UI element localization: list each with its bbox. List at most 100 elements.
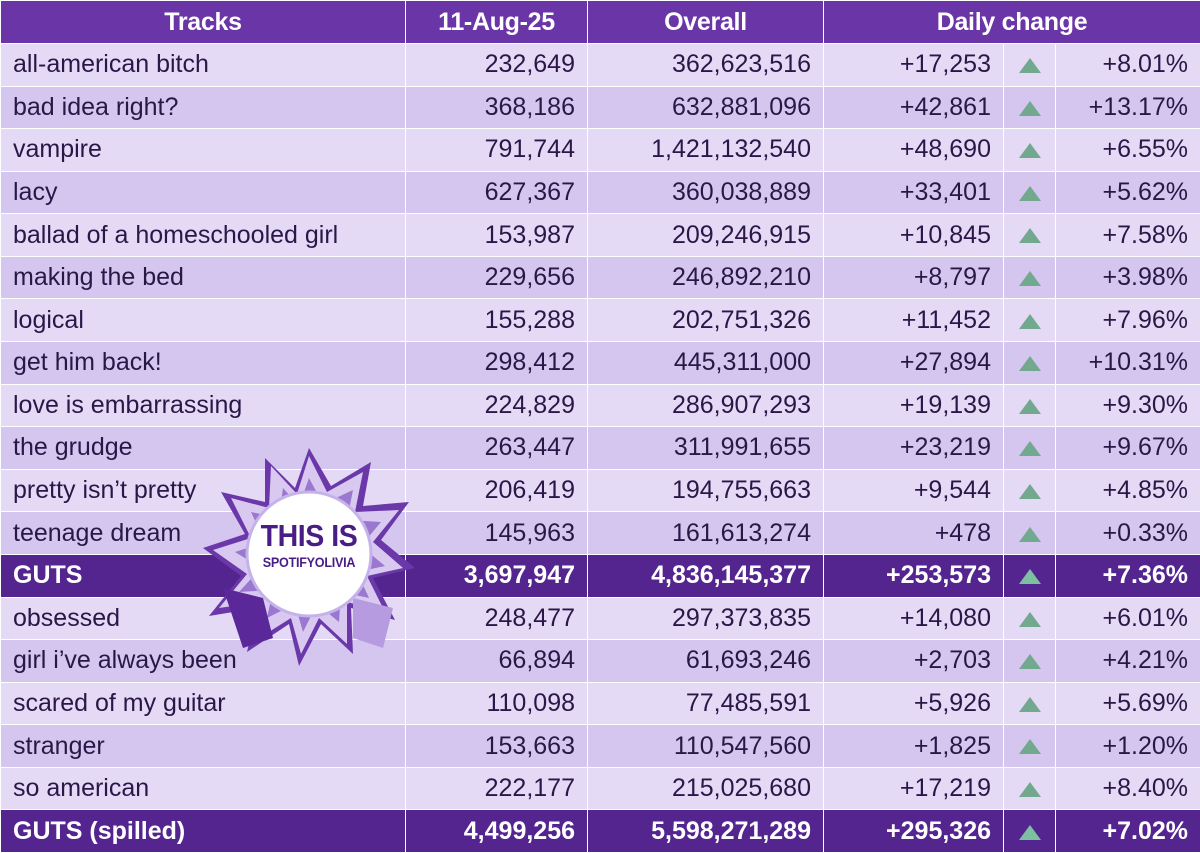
track-row: stranger 153,663 110,547,560 +1,825 +1.20% — [0, 724, 1200, 768]
daily-change-percent: +7.36% — [1054, 553, 1200, 598]
track-row: love is embarrassing 224,829 286,907,293 +1… — [0, 383, 1200, 428]
daily-change: +17,253 — [823, 43, 1004, 87]
overall-streams: 5,598,271,289 — [587, 809, 824, 853]
overall-streams: 4,836,145,377 — [587, 553, 824, 598]
up-triangle-icon — [1018, 569, 1041, 585]
track-row: ballad of a homeschooled girl 153,987 209,… — [0, 213, 1200, 257]
up-arrow-cell — [1003, 596, 1056, 641]
track-row: bad idea right? 368,186 632,881,096 +42,861… — [0, 85, 1200, 130]
track-name: pretty isn’t pretty — [0, 468, 406, 513]
overall-streams: 445,311,000 — [587, 341, 824, 385]
track-row: obsessed 248,477 297,373,835 +14,080 +6.01% — [0, 596, 1200, 641]
up-triangle-icon — [1018, 100, 1041, 116]
overall-streams: 161,613,274 — [587, 511, 824, 555]
track-name: logical — [0, 298, 406, 343]
up-arrow-cell — [1003, 85, 1056, 130]
daily-change: +2,703 — [823, 639, 1004, 683]
daily-change: +8,797 — [823, 255, 1004, 300]
up-triangle-icon — [1018, 143, 1041, 159]
daily-change: +11,452 — [823, 298, 1004, 343]
track-row: logical 155,288 202,751,326 +11,452 +7.96% — [0, 298, 1200, 343]
daily-streams: 232,649 — [405, 43, 588, 87]
up-arrow-cell — [1003, 341, 1056, 385]
header-daily-change: Daily change — [822, 0, 1200, 44]
daily-streams: 153,987 — [405, 213, 588, 257]
daily-change: +478 — [823, 511, 1004, 555]
up-triangle-icon — [1018, 611, 1041, 627]
daily-change: +5,926 — [823, 681, 1004, 726]
daily-streams: 298,412 — [405, 341, 588, 385]
up-triangle-icon — [1018, 271, 1041, 287]
up-triangle-icon — [1018, 526, 1041, 542]
track-row: girl i’ve always been 66,894 61,693,246 +2,… — [0, 639, 1200, 683]
track-name: obsessed — [0, 596, 406, 641]
daily-change-percent: +6.55% — [1054, 128, 1200, 172]
daily-streams: 222,177 — [405, 766, 588, 811]
daily-change-percent: +8.40% — [1054, 766, 1200, 811]
track-name: GUTS — [0, 553, 406, 598]
track-row: get him back! 298,412 445,311,000 +27,894 +1… — [0, 341, 1200, 385]
daily-streams: 627,367 — [405, 170, 588, 215]
daily-streams: 791,744 — [405, 128, 588, 172]
daily-change: +17,219 — [823, 766, 1004, 811]
track-row: scared of my guitar 110,098 77,485,591 +5,9… — [0, 681, 1200, 726]
up-arrow-cell — [1003, 809, 1056, 853]
daily-change-percent: +7.58% — [1054, 213, 1200, 257]
daily-change: +253,573 — [823, 553, 1004, 598]
overall-streams: 77,485,591 — [587, 681, 824, 726]
up-triangle-icon — [1018, 696, 1041, 712]
up-arrow-cell — [1003, 468, 1056, 513]
overall-streams: 297,373,835 — [587, 596, 824, 641]
daily-streams: 4,499,256 — [405, 809, 588, 853]
daily-change-percent: +3.98% — [1054, 255, 1200, 300]
overall-streams: 632,881,096 — [587, 85, 824, 130]
daily-change: +19,139 — [823, 383, 1004, 428]
track-row: making the bed 229,656 246,892,210 +8,797 +3… — [0, 255, 1200, 300]
up-triangle-icon — [1018, 782, 1041, 797]
daily-streams: 224,829 — [405, 383, 588, 428]
header-tracks: Tracks — [0, 0, 406, 44]
overall-streams: 362,623,516 — [587, 43, 824, 87]
track-name: love is embarrassing — [0, 383, 406, 428]
up-triangle-icon — [1018, 313, 1041, 329]
up-arrow-cell — [1003, 383, 1056, 428]
up-arrow-cell — [1003, 170, 1056, 215]
track-row: lacy 627,367 360,038,889 +33,401 +5.62% — [0, 170, 1200, 215]
daily-streams: 368,186 — [405, 85, 588, 130]
track-name: the grudge — [0, 426, 406, 470]
track-row: all-american bitch 232,649 362,623,516 +17,… — [0, 43, 1200, 87]
up-arrow-cell — [1003, 213, 1056, 257]
daily-change-percent: +7.02% — [1054, 809, 1200, 853]
daily-streams: 3,697,947 — [405, 553, 588, 598]
overall-streams: 194,755,663 — [587, 468, 824, 513]
daily-change-percent: +8.01% — [1054, 43, 1200, 87]
overall-streams: 360,038,889 — [587, 170, 824, 215]
track-name: ballad of a homeschooled girl — [0, 213, 406, 257]
daily-change: +27,894 — [823, 341, 1004, 385]
up-triangle-icon — [1018, 441, 1041, 457]
daily-change-percent: +9.30% — [1054, 383, 1200, 428]
track-name: scared of my guitar — [0, 681, 406, 726]
up-triangle-icon — [1018, 654, 1041, 670]
up-arrow-cell — [1003, 426, 1056, 470]
track-row: teenage dream 145,963 161,613,274 +478 +0.33… — [0, 511, 1200, 555]
up-arrow-cell — [1003, 43, 1056, 87]
overall-streams: 1,421,132,540 — [587, 128, 824, 172]
daily-streams: 145,963 — [405, 511, 588, 555]
track-row: so american 222,177 215,025,680 +17,219 +8.4… — [0, 766, 1200, 811]
daily-streams: 66,894 — [405, 639, 588, 683]
track-name: lacy — [0, 170, 406, 215]
album-total-row: GUTS (spilled) 4,499,256 5,598,271,289 +295… — [0, 809, 1200, 853]
track-name: all-american bitch — [0, 43, 406, 87]
track-name: girl i’ve always been — [0, 639, 406, 683]
daily-change-percent: +6.01% — [1054, 596, 1200, 641]
track-name: get him back! — [0, 341, 406, 385]
up-triangle-icon — [1018, 824, 1041, 840]
daily-change-percent: +5.62% — [1054, 170, 1200, 215]
track-name: bad idea right? — [0, 85, 406, 130]
daily-change-percent: +1.20% — [1054, 724, 1200, 768]
overall-streams: 286,907,293 — [587, 383, 824, 428]
daily-change-percent: +9.67% — [1054, 426, 1200, 470]
daily-streams: 110,098 — [405, 681, 588, 726]
